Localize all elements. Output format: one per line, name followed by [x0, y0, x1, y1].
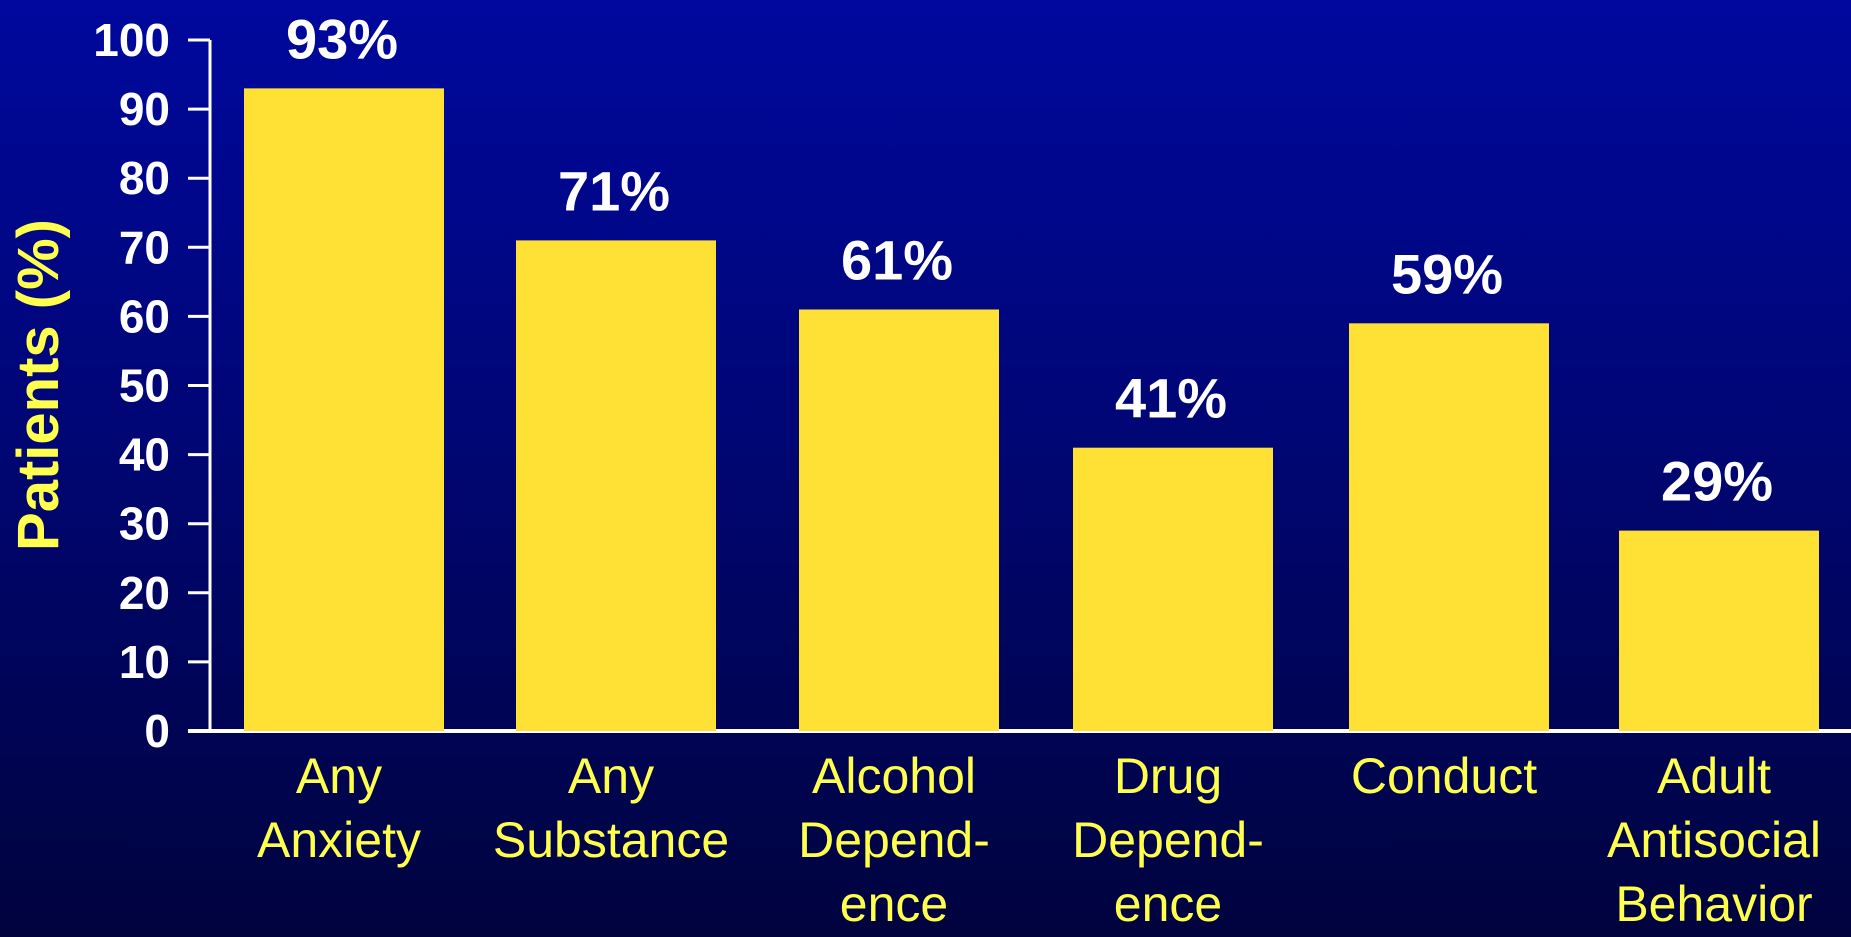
x-tick-label-line: Antisocial [1607, 812, 1821, 868]
bars [244, 88, 1819, 732]
x-tick-label: Drug Depend-ence [1072, 748, 1264, 932]
x-tick-label: Alcohol Depend-ence [798, 748, 990, 932]
y-tick-label: 60 [119, 290, 170, 342]
bar [244, 88, 444, 732]
y-tick-label: 80 [119, 152, 170, 204]
x-tick-label: Any Substance [493, 748, 729, 868]
data-label: 29% [1661, 450, 1773, 513]
x-tick-label: Any Anxiety [257, 748, 421, 868]
bar [1349, 323, 1549, 731]
data-label: 93% [286, 7, 398, 70]
data-label: 59% [1391, 242, 1503, 305]
x-tick-label-line: ence [1114, 876, 1222, 932]
x-tick-label-line: Behavior [1615, 876, 1812, 932]
y-tick-label: 90 [119, 83, 170, 135]
y-tick-label: 0 [144, 705, 170, 757]
data-label: 71% [558, 159, 670, 222]
y-axis-title: Patients (%) [6, 219, 71, 551]
y-tick-label: 10 [119, 636, 170, 688]
data-label: 41% [1115, 367, 1227, 430]
data-label: 61% [841, 228, 953, 291]
category-labels: Any Anxiety Any Substance Alcohol Depend-ence… [257, 748, 1821, 932]
x-tick-label-line: Any [296, 748, 382, 804]
y-tick-label: 30 [119, 498, 170, 550]
x-tick-label: Conduct [1351, 748, 1537, 804]
y-tick-label: 100 [93, 14, 170, 66]
y-tick-label: 50 [119, 360, 170, 412]
x-tick-label-line: Alcohol [812, 748, 976, 804]
x-tick-label-line: ence [840, 876, 948, 932]
x-tick-label-line: Depend- [1072, 812, 1264, 868]
bar [1619, 530, 1819, 731]
x-tick-label-line: Conduct [1351, 748, 1537, 804]
bar [1073, 447, 1273, 731]
x-tick-label: Adult Antisocial Behavior [1607, 748, 1821, 932]
bar [799, 309, 999, 731]
bar [516, 240, 716, 731]
x-tick-label-line: Any [568, 748, 654, 804]
y-tick-label: 70 [119, 221, 170, 273]
x-tick-label-line: Drug [1114, 748, 1222, 804]
y-tick-label: 20 [119, 567, 170, 619]
x-tick-label-line: Anxiety [257, 812, 421, 868]
x-tick-label-line: Adult [1657, 748, 1771, 804]
y-tick-label: 40 [119, 429, 170, 481]
x-tick-label-line: Depend- [798, 812, 990, 868]
value-labels: 93% 71% 61% 41% 59% 29% [286, 7, 1773, 512]
x-tick-label-line: Substance [493, 812, 729, 868]
y-axis: 0 10 20 30 40 50 60 70 80 90 100 [93, 14, 1851, 757]
